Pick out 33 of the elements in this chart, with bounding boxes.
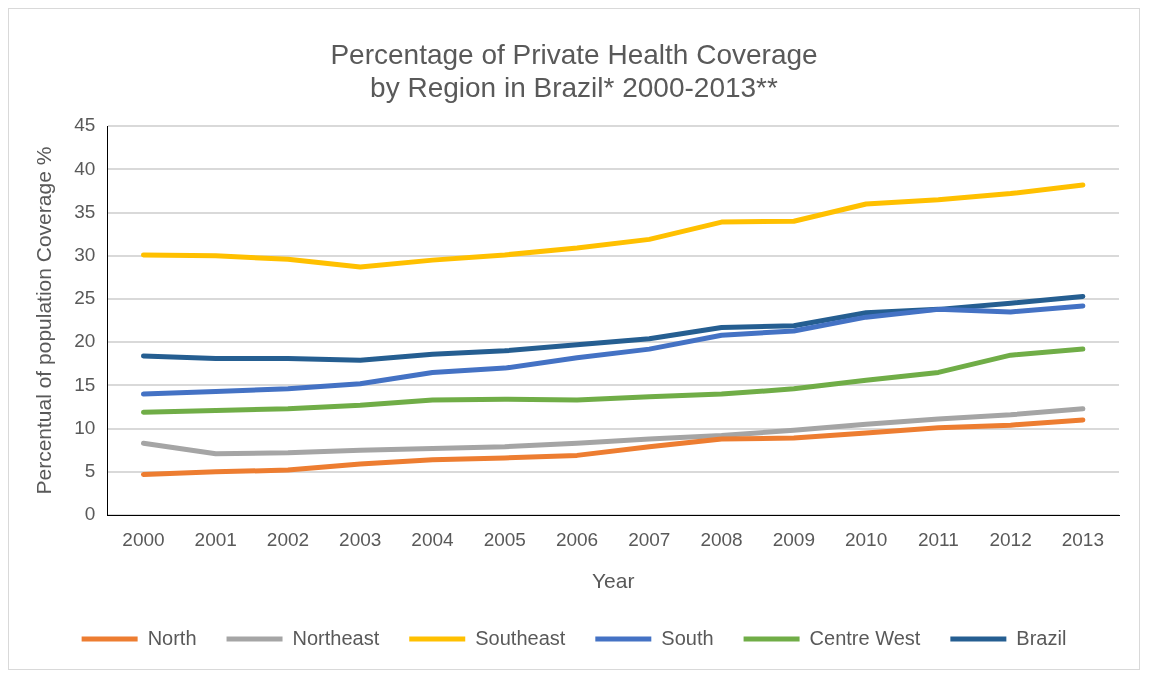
y-tick-label: 20 <box>74 330 96 352</box>
x-tick-label: 2012 <box>989 528 1032 550</box>
legend-label: South <box>661 626 714 649</box>
y-tick-label: 10 <box>74 416 96 438</box>
chart-title: Percentage of Private Health Coverage by Region in Brazil* 2000-2013** <box>330 38 818 104</box>
y-tick-label: 25 <box>74 287 96 309</box>
legend-label: Centre West <box>809 626 921 649</box>
y-tick-label: 15 <box>74 373 96 395</box>
x-axis-title: Year <box>591 569 635 593</box>
x-tick-label: 2003 <box>339 528 382 550</box>
y-tick-label: 5 <box>84 460 96 482</box>
x-tick-label: 2013 <box>1061 528 1105 550</box>
legend-label: Brazil <box>1016 626 1067 649</box>
x-tick-label: 2007 <box>628 528 671 550</box>
x-tick-label: 2001 <box>194 528 237 550</box>
y-tick-label: 45 <box>74 114 96 136</box>
x-tick-label: 2000 <box>122 528 165 550</box>
legend-label: Southeast <box>475 626 566 649</box>
y-tick-label: 0 <box>84 503 96 525</box>
legend-label: Northeast <box>292 626 380 649</box>
x-tick-label: 2008 <box>700 528 743 550</box>
y-tick-label: 35 <box>74 200 96 222</box>
x-tick-label: 2005 <box>483 528 526 550</box>
y-axis-title: Percentual of population Coverage % <box>32 146 56 495</box>
y-tick-label: 30 <box>74 244 96 266</box>
x-tick-label: 2006 <box>555 528 599 550</box>
x-tick-label: 2011 <box>917 528 959 550</box>
x-tick-label: 2004 <box>411 528 455 550</box>
x-tick-label: 2009 <box>772 528 815 550</box>
legend-label: North <box>147 626 197 649</box>
x-tick-label: 2002 <box>266 528 310 550</box>
y-tick-label: 40 <box>74 157 96 179</box>
x-tick-label: 2010 <box>844 528 888 550</box>
